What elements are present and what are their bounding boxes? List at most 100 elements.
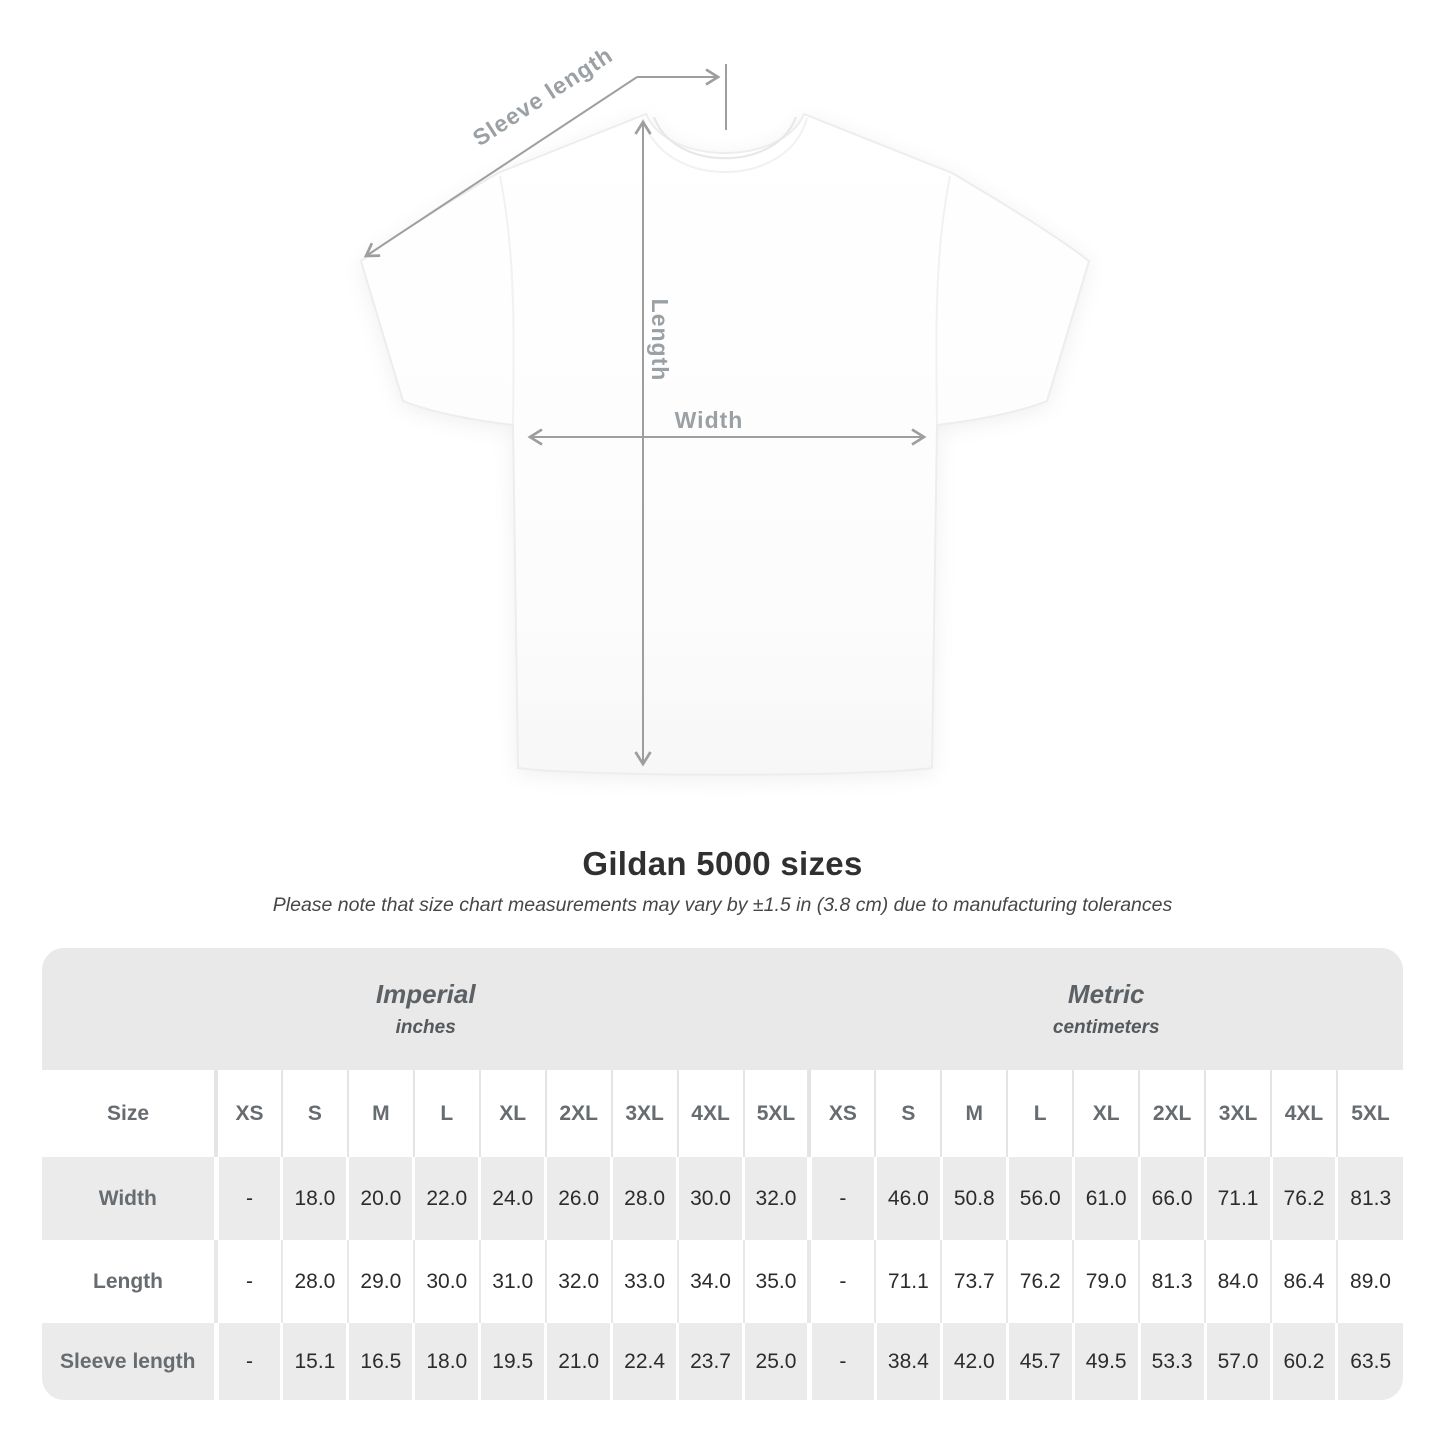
size-column-header: Size bbox=[42, 1070, 216, 1157]
value-cell: 32.0 bbox=[544, 1240, 612, 1323]
value-cell: 28.0 bbox=[610, 1157, 678, 1240]
size-header-cell: XS bbox=[214, 1070, 282, 1157]
size-table-container: Imperial inches Metric centimeters Size … bbox=[42, 948, 1403, 1400]
value-cell: 18.0 bbox=[280, 1157, 348, 1240]
value-cell: 71.1 bbox=[874, 1240, 942, 1323]
value-cell: 53.3 bbox=[1137, 1323, 1206, 1400]
left-sleeve-seam bbox=[499, 175, 515, 425]
value-cell: - bbox=[806, 1157, 876, 1240]
size-header-cell: XL bbox=[1072, 1070, 1140, 1157]
size-header-cell: XL bbox=[478, 1070, 546, 1157]
table-row-length: Length - 28.0 29.0 30.0 31.0 32.0 33.0 3… bbox=[42, 1240, 1403, 1323]
right-sleeve-seam bbox=[935, 175, 951, 425]
value-cell: 29.0 bbox=[346, 1240, 414, 1323]
size-table: Imperial inches Metric centimeters Size … bbox=[42, 948, 1403, 1400]
tshirt-diagram: Sleeve length Length Width bbox=[359, 41, 1091, 776]
value-cell: 84.0 bbox=[1204, 1240, 1271, 1323]
collar-seam bbox=[653, 116, 797, 160]
width-label: Width bbox=[675, 407, 744, 433]
table-row-width: Width - 18.0 20.0 22.0 24.0 26.0 28.0 30… bbox=[42, 1157, 1403, 1240]
size-header-cell: M bbox=[346, 1070, 414, 1157]
metric-unit: centimeters bbox=[1052, 1017, 1160, 1038]
row-label: Length bbox=[42, 1240, 216, 1323]
size-header-row: Size XS S M L XL 2XL 3XL 4XL 5XL XS S M … bbox=[42, 1070, 1403, 1157]
section-header-metric: Metric centimeters bbox=[809, 948, 1403, 1070]
value-cell: 30.0 bbox=[676, 1157, 744, 1240]
length-label: Length bbox=[647, 299, 673, 382]
value-cell: 18.0 bbox=[412, 1323, 480, 1400]
value-cell: 73.7 bbox=[940, 1240, 1008, 1323]
value-cell: - bbox=[806, 1323, 876, 1400]
value-cell: 57.0 bbox=[1203, 1323, 1271, 1400]
value-cell: 79.0 bbox=[1072, 1240, 1140, 1323]
value-cell: - bbox=[213, 1157, 282, 1240]
value-cell: 16.5 bbox=[346, 1323, 414, 1400]
value-cell: 28.0 bbox=[280, 1240, 348, 1323]
value-cell: 81.3 bbox=[1138, 1240, 1206, 1323]
size-header-cell: S bbox=[280, 1070, 348, 1157]
value-cell: 50.8 bbox=[939, 1157, 1008, 1240]
value-cell: 71.1 bbox=[1203, 1157, 1271, 1240]
value-cell: 33.0 bbox=[610, 1240, 678, 1323]
value-cell: 49.5 bbox=[1071, 1323, 1140, 1400]
size-header-cell: 5XL bbox=[742, 1070, 810, 1157]
imperial-unit: inches bbox=[395, 1017, 456, 1038]
size-header-cell: XS bbox=[807, 1070, 876, 1157]
value-cell: 22.0 bbox=[412, 1157, 480, 1240]
size-header-cell: 2XL bbox=[1138, 1070, 1206, 1157]
value-cell: 20.0 bbox=[346, 1157, 414, 1240]
value-cell: 76.2 bbox=[1006, 1240, 1074, 1323]
value-cell: 30.0 bbox=[412, 1240, 480, 1323]
sleeve-length-arrow bbox=[363, 76, 638, 258]
value-cell: 45.7 bbox=[1005, 1323, 1074, 1400]
tshirt-image bbox=[359, 112, 1091, 776]
value-cell: - bbox=[213, 1323, 282, 1400]
value-cell: 76.2 bbox=[1269, 1157, 1337, 1240]
value-cell: 46.0 bbox=[873, 1157, 942, 1240]
value-cell: 15.1 bbox=[280, 1323, 348, 1400]
collar-seam-outer bbox=[642, 117, 808, 173]
row-label: Width bbox=[42, 1157, 216, 1240]
page-title: Gildan 5000 sizes bbox=[582, 845, 863, 882]
value-cell: 31.0 bbox=[478, 1240, 546, 1323]
value-cell: 60.2 bbox=[1269, 1323, 1337, 1400]
value-cell: 42.0 bbox=[939, 1323, 1008, 1400]
value-cell: 24.0 bbox=[478, 1157, 546, 1240]
imperial-label: Imperial bbox=[375, 979, 476, 1009]
value-cell: 63.5 bbox=[1335, 1323, 1403, 1400]
value-cell: 19.5 bbox=[478, 1323, 546, 1400]
size-header-cell: 4XL bbox=[676, 1070, 744, 1157]
tshirt-outline bbox=[359, 112, 1091, 776]
value-cell: 66.0 bbox=[1137, 1157, 1206, 1240]
value-cell: 25.0 bbox=[742, 1323, 810, 1400]
size-header-cell: L bbox=[1006, 1070, 1074, 1157]
value-cell: 38.4 bbox=[873, 1323, 942, 1400]
value-cell: 21.0 bbox=[544, 1323, 612, 1400]
section-header-imperial: Imperial inches bbox=[42, 948, 810, 1070]
measurement-lines bbox=[363, 64, 927, 767]
size-header-cell: M bbox=[940, 1070, 1008, 1157]
value-cell: 34.0 bbox=[676, 1240, 744, 1323]
size-header-cell: 5XL bbox=[1335, 1070, 1403, 1157]
value-cell: 81.3 bbox=[1335, 1157, 1403, 1240]
size-header-cell: 4XL bbox=[1270, 1070, 1337, 1157]
value-cell: 22.4 bbox=[610, 1323, 678, 1400]
value-cell: 56.0 bbox=[1005, 1157, 1074, 1240]
table-row-sleeve-length: Sleeve length - 15.1 16.5 18.0 19.5 21.0… bbox=[42, 1323, 1403, 1400]
size-header-cell: S bbox=[874, 1070, 942, 1157]
size-header-cell: 2XL bbox=[544, 1070, 612, 1157]
metric-label: Metric bbox=[1067, 979, 1145, 1009]
size-header-cell: 3XL bbox=[610, 1070, 678, 1157]
row-label: Sleeve length bbox=[42, 1323, 216, 1400]
tolerance-note: Please note that size chart measurements… bbox=[272, 894, 1173, 916]
tshirt-figure: Sleeve length Length Width bbox=[359, 41, 1091, 776]
value-cell: 86.4 bbox=[1270, 1240, 1337, 1323]
value-cell: 32.0 bbox=[742, 1157, 810, 1240]
value-cell: 61.0 bbox=[1071, 1157, 1140, 1240]
value-cell: 23.7 bbox=[676, 1323, 744, 1400]
value-cell: - bbox=[807, 1240, 876, 1323]
unit-section-header-row: Imperial inches Metric centimeters bbox=[42, 948, 1403, 1070]
size-header-cell: 3XL bbox=[1204, 1070, 1271, 1157]
value-cell: 89.0 bbox=[1335, 1240, 1403, 1323]
